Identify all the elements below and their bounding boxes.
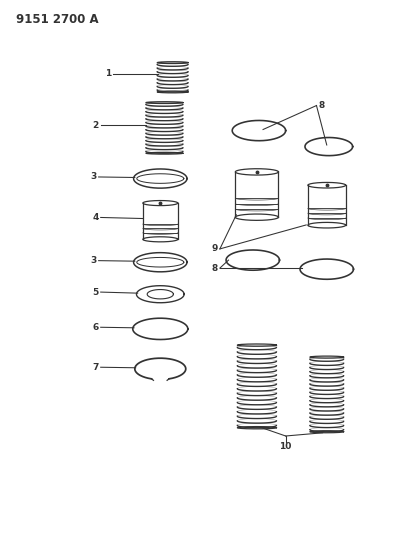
Text: 8: 8 — [212, 264, 218, 272]
Text: 9151 2700 A: 9151 2700 A — [16, 13, 99, 26]
Text: 3: 3 — [90, 173, 97, 181]
Text: 4: 4 — [92, 213, 99, 222]
Text: 10: 10 — [279, 442, 292, 451]
Text: 8: 8 — [319, 101, 325, 110]
Text: 6: 6 — [92, 323, 99, 332]
Text: 2: 2 — [92, 121, 99, 130]
Text: 1: 1 — [105, 69, 111, 78]
Text: 5: 5 — [92, 288, 99, 296]
Text: 7: 7 — [92, 363, 99, 372]
Text: 3: 3 — [90, 256, 97, 265]
Text: 9: 9 — [211, 245, 218, 253]
